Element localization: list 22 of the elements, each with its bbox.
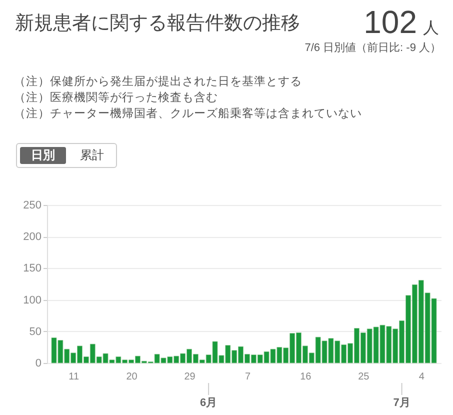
y-tick-label: 50: [29, 326, 42, 338]
text: （注）保健所から発生届が提出された日を基準とする: [14, 74, 303, 90]
x-tick-label: 29: [184, 372, 196, 382]
y-tick-label: 0: [35, 358, 42, 370]
y-tick-label: 250: [23, 200, 42, 212]
text: 102 人: [364, 4, 439, 41]
text: 7月: [393, 397, 410, 409]
x-tick-label: 20: [126, 372, 138, 382]
y-tick-label: 150: [23, 262, 42, 275]
text: （注）チャーター機帰国者、クルーズ船乗客等は含まれていない: [14, 106, 362, 122]
chart-subtitle: 7/6 日別値（前日比: -9 人）: [304, 41, 441, 55]
x-tick-label: 4: [418, 372, 425, 382]
y-tick-label: 200: [23, 231, 42, 244]
text: 6月: [200, 397, 218, 409]
y-tick-label: 100: [23, 294, 42, 306]
x-tick-label: 25: [358, 372, 370, 382]
x-tick-label: 16: [300, 372, 312, 382]
x-tick-label: 7: [244, 372, 251, 382]
x-tick-label: 11: [68, 372, 80, 382]
toggle-buttons: 日別 累計: [16, 143, 117, 168]
text: （注）医療機関等が行った検査も含む: [14, 90, 219, 106]
chart-title: 新規患者に関する報告件数の推移: [15, 12, 300, 36]
